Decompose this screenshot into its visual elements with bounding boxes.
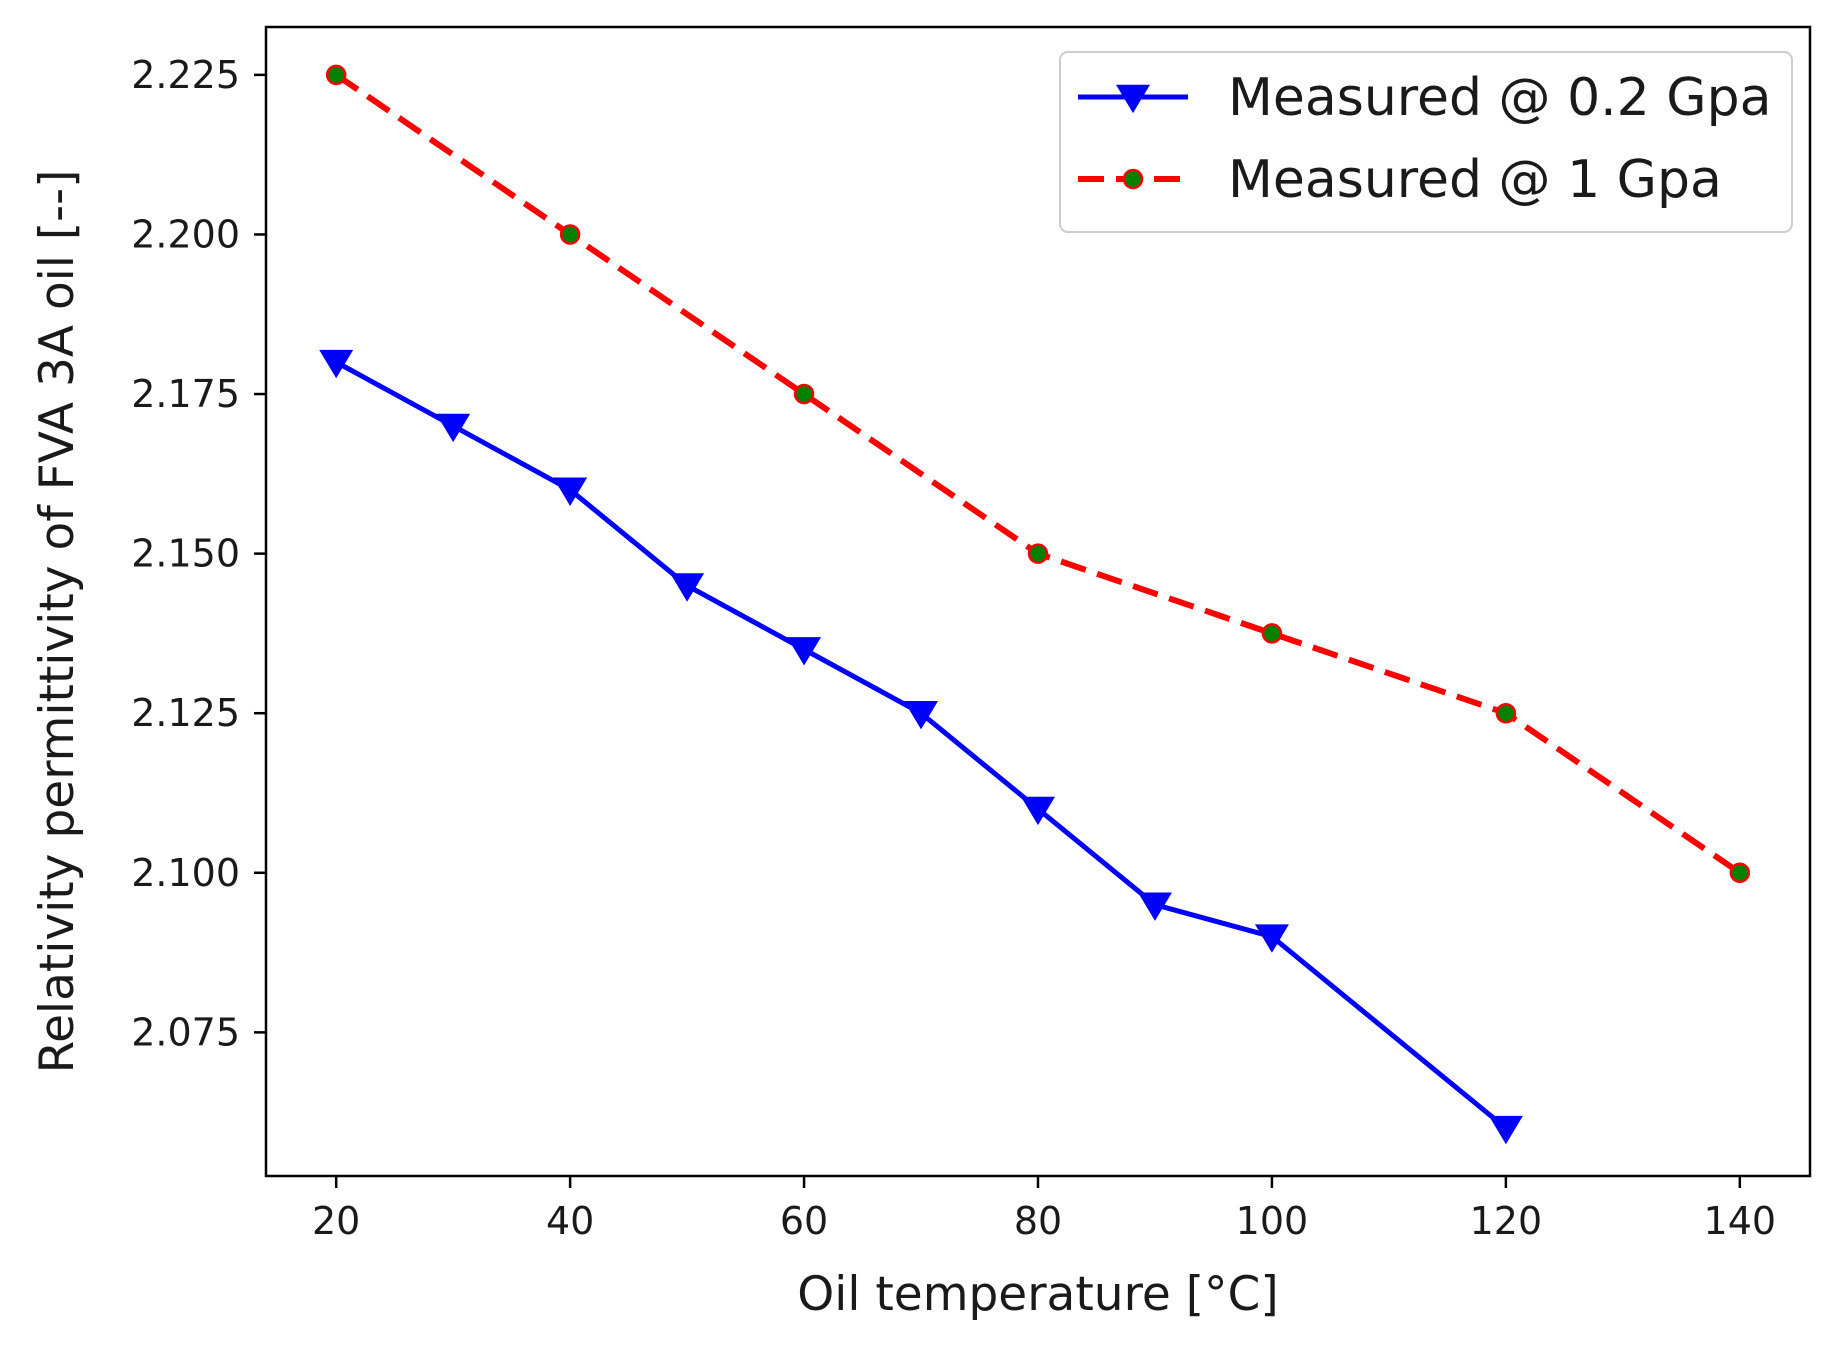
legend-marker	[1116, 84, 1150, 114]
x-tick-label: 100	[1236, 1199, 1309, 1243]
x-axis-label: Oil temperature [°C]	[797, 1267, 1278, 1322]
data-point	[553, 477, 588, 506]
data-point	[787, 637, 822, 666]
x-tick-label: 40	[546, 1199, 594, 1243]
x-tick-label: 20	[312, 1199, 360, 1243]
data-point	[1021, 796, 1055, 826]
data-point	[1729, 862, 1751, 884]
data-point	[793, 383, 815, 405]
data-point	[670, 573, 705, 602]
y-tick-label: 2.200	[131, 212, 240, 256]
y-tick-label: 2.175	[131, 372, 240, 416]
data-point	[1261, 623, 1283, 644]
legend-label: Measured @ 1 Gpa	[1228, 150, 1722, 210]
y-tick-label: 2.075	[131, 1010, 240, 1054]
legend-marker	[1122, 168, 1144, 190]
y-tick-label: 2.225	[131, 53, 240, 97]
y-axis-label: Relativity permittivity of FVA 3A oil [-…	[30, 170, 85, 1074]
data-point	[904, 700, 939, 730]
y-tick-label: 2.125	[131, 691, 240, 735]
x-tick-label: 140	[1704, 1199, 1777, 1243]
y-axis: 2.075 2.100 2.125 2.150 2.175 2.200 2.225	[131, 53, 266, 1054]
data-point	[1027, 543, 1049, 564]
data-point	[559, 224, 581, 245]
data-point	[436, 413, 471, 443]
y-tick-label: 2.150	[131, 532, 240, 576]
series-line	[334, 359, 1508, 1131]
data-point	[1137, 892, 1172, 921]
x-axis: 20 40 60 80 100 120 140	[312, 1176, 1776, 1243]
legend-label: Measured @ 0.2 Gpa	[1228, 68, 1771, 128]
data-point	[319, 349, 354, 379]
legend: Measured @ 0.2 Gpa Measured @ 1 Gpa	[1059, 51, 1793, 233]
legend-item-2: Measured @ 1 Gpa	[1078, 150, 1722, 210]
legend-box	[1059, 51, 1793, 233]
x-tick-label: 80	[1014, 1199, 1062, 1243]
x-tick-label: 60	[780, 1199, 828, 1243]
legend-item-1: Measured @ 0.2 Gpa	[1078, 68, 1771, 128]
data-point	[1495, 702, 1517, 724]
data-point	[325, 64, 347, 86]
y-tick-label: 2.100	[131, 851, 240, 895]
series-2	[325, 64, 1751, 884]
x-tick-label: 120	[1470, 1199, 1543, 1243]
data-point	[1254, 924, 1289, 953]
series-layer	[319, 64, 1751, 1145]
data-point	[1488, 1115, 1523, 1145]
legend-items: Measured @ 0.2 Gpa Measured @ 1 Gpa	[1078, 68, 1771, 210]
series-1	[319, 349, 1523, 1145]
